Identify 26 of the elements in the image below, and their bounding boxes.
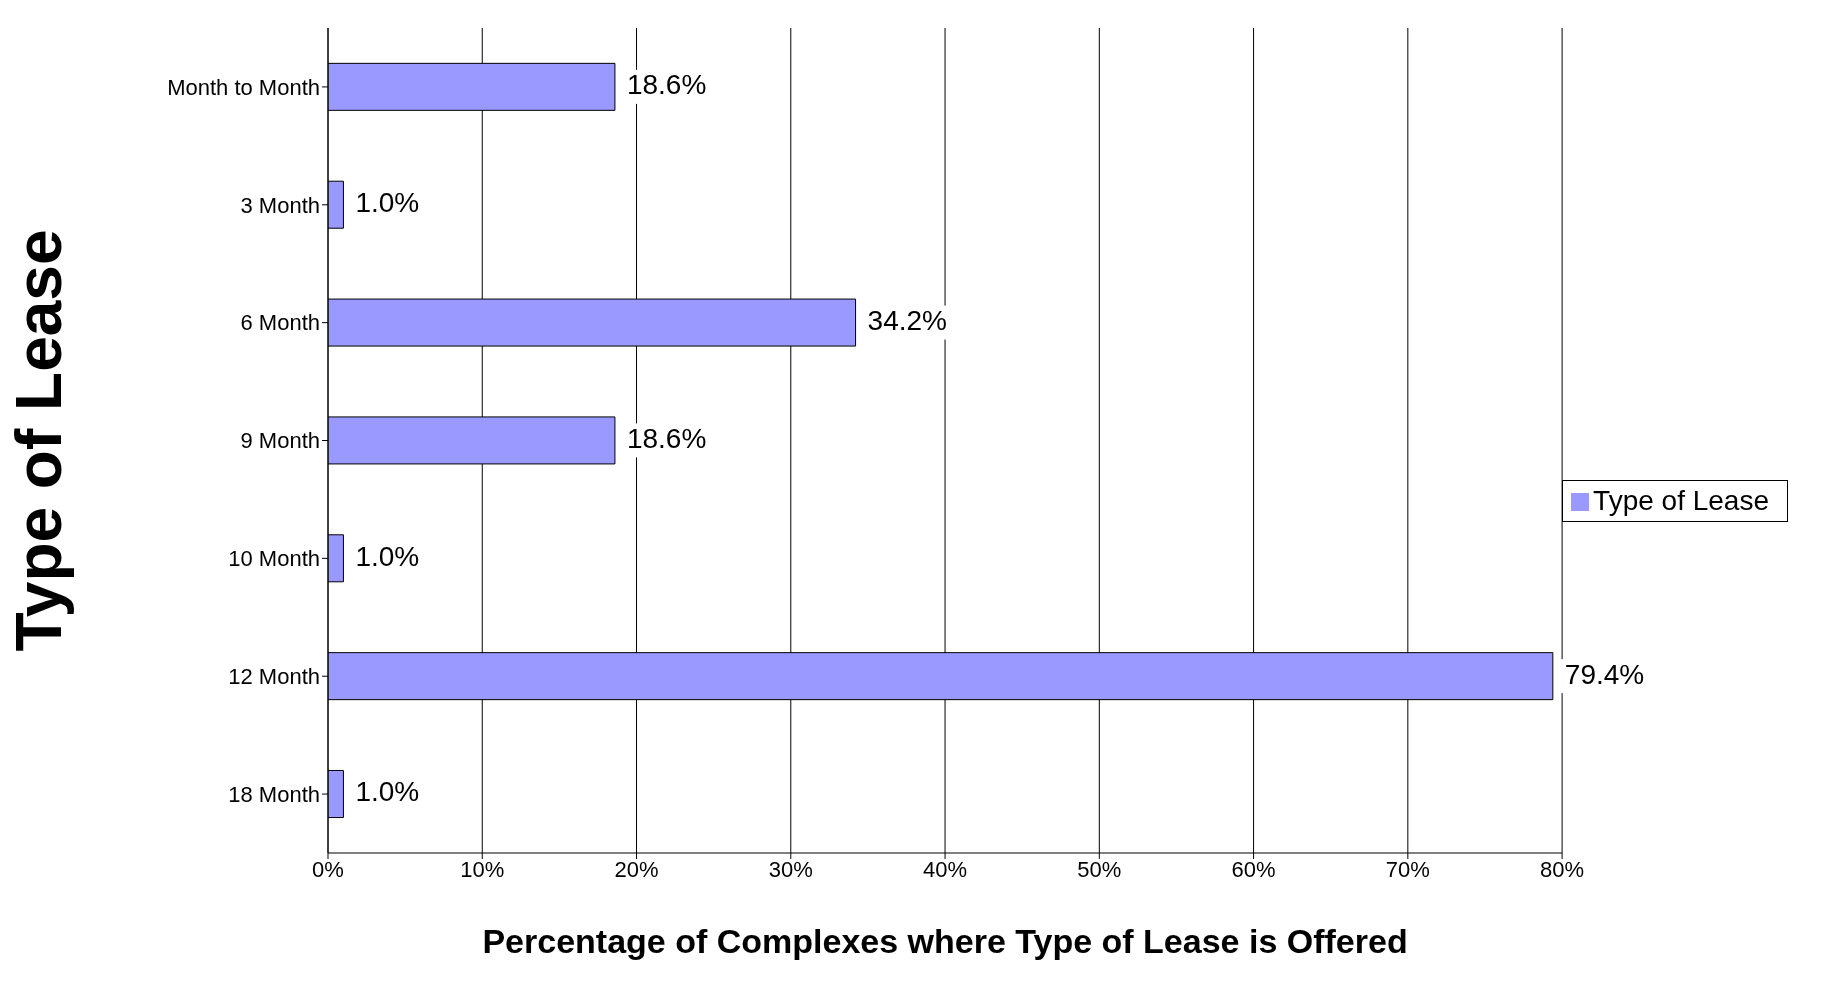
data-label: 18.6%: [626, 69, 707, 101]
data-label: 1.0%: [355, 776, 420, 808]
x-tick-label: 30%: [768, 856, 813, 882]
y-tick-label: 10 Month: [228, 546, 320, 572]
x-tick-label: 20%: [614, 856, 659, 882]
y-tick-label: Month to Month: [167, 74, 320, 100]
y-tick-label: 6 Month: [240, 310, 320, 336]
data-label: 79.4%: [1564, 658, 1645, 690]
data-label: 1.0%: [355, 187, 420, 219]
x-tick-label: 10%: [460, 856, 505, 882]
x-tick-label: 80%: [1540, 856, 1585, 882]
y-tick-label: 18 Month: [228, 781, 320, 807]
y-tick-label: 12 Month: [228, 664, 320, 690]
x-tick-label: 50%: [1077, 856, 1122, 882]
x-tick-label: 40%: [923, 856, 968, 882]
x-tick-label: 0%: [312, 856, 344, 882]
data-label: 34.2%: [867, 304, 947, 336]
data-label: 18.6%: [626, 422, 707, 454]
legend-label: Type of Lease: [1593, 484, 1769, 516]
x-tick-label: 70%: [1385, 856, 1430, 882]
y-tick-label: 3 Month: [240, 192, 320, 218]
x-tick-label: 60%: [1231, 856, 1276, 882]
x-axis-title: Percentage of Complexes where Type of Lease is Offered: [482, 922, 1408, 960]
y-axis-title: Type of Lease: [2, 229, 75, 652]
y-tick-label: 9 Month: [240, 428, 320, 454]
data-label: 1.0%: [355, 540, 420, 572]
